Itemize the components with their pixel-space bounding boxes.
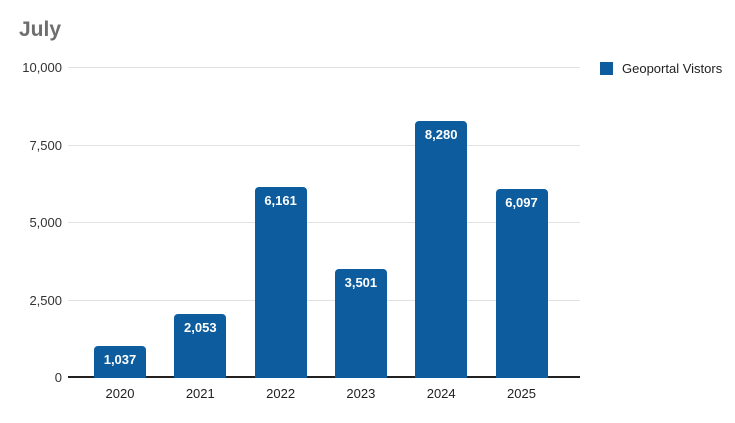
y-tick-label: 0 — [54, 370, 62, 385]
y-tick-label: 10,000 — [22, 60, 62, 75]
x-tick-label: 2022 — [266, 386, 296, 401]
chart-title: July — [19, 18, 62, 41]
x-tick-label: 2020 — [105, 386, 135, 401]
x-tick-label: 2024 — [426, 386, 456, 401]
bar-value-label: 3,501 — [344, 275, 378, 291]
gridline — [68, 222, 580, 223]
bar-2022[interactable]: 6,161 — [254, 187, 307, 378]
legend-label: Geoportal Vistors — [622, 61, 723, 76]
gridline — [68, 299, 580, 301]
bar-2021[interactable]: 2,053 — [174, 314, 227, 378]
x-tick-label: 2023 — [346, 386, 376, 401]
y-tick-label: 2,500 — [29, 292, 62, 308]
y-tick-label: 5,000 — [29, 215, 62, 230]
bar-2023[interactable]: 3,501 — [334, 269, 387, 378]
bar-2025[interactable]: 6,097 — [495, 189, 548, 378]
x-tick-label: 2025 — [507, 386, 536, 401]
gridline — [68, 144, 580, 146]
plot-area: 1,037 2,053 6,161 3,501 8,280 6,097 — [68, 67, 580, 378]
gridline — [68, 67, 580, 68]
y-tick-label: 7,500 — [29, 137, 62, 153]
bar-value-label: 2,053 — [184, 320, 217, 336]
bar-2020[interactable]: 1,037 — [94, 345, 146, 378]
bar-value-label: 6,161 — [264, 193, 297, 209]
legend[interactable]: Geoportal Vistors — [600, 61, 722, 76]
x-axis-line — [68, 376, 580, 378]
legend-swatch-icon — [600, 62, 613, 75]
bar-value-label: 6,097 — [505, 195, 538, 210]
bar-value-label: 1,037 — [103, 351, 137, 367]
bar-2024[interactable]: 8,280 — [415, 121, 468, 378]
bar-value-label: 8,280 — [424, 127, 458, 143]
x-tick-label: 2021 — [185, 386, 215, 401]
